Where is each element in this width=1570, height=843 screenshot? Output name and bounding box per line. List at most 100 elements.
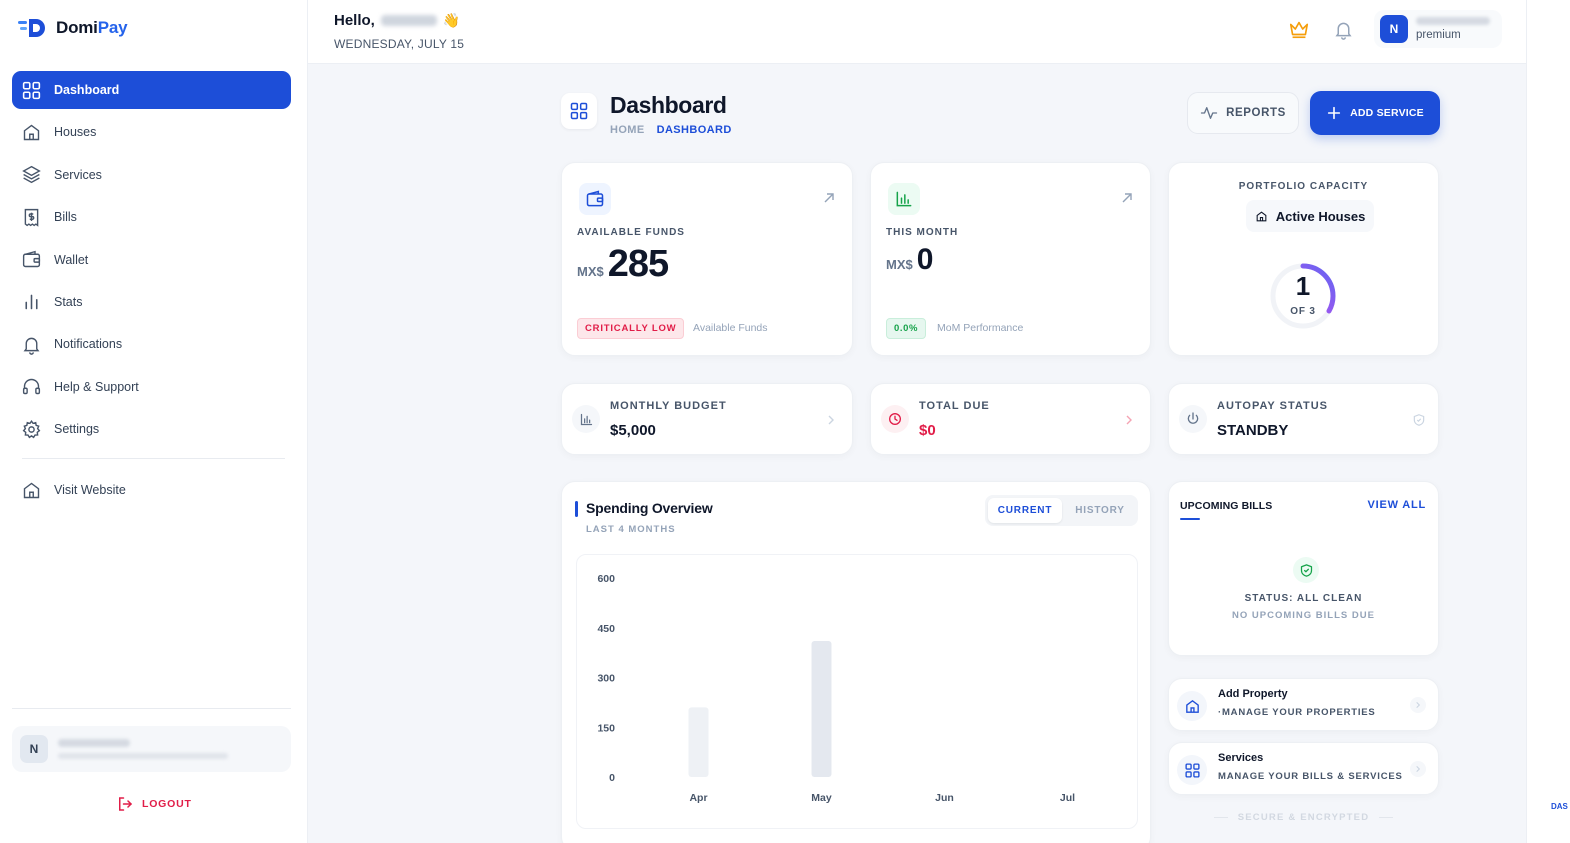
title-underline [1180, 518, 1200, 520]
visit-website-link[interactable]: Visit Website [12, 471, 291, 509]
sidebar-item-label: Notifications [54, 337, 123, 352]
breadcrumb-home[interactable]: HOME [610, 124, 645, 136]
divider [22, 458, 285, 459]
brand-name: DomiPay [56, 18, 128, 37]
sidebar: DomiPay Dashboard Houses Services Bills … [0, 0, 308, 843]
notifications-bell-icon[interactable] [1330, 16, 1356, 42]
portfolio-capacity-card: PORTFOLIO CAPACITY Active Houses 1 OF 3 [1168, 162, 1439, 356]
spending-overview-card: Spending Overview LAST 4 MONTHS CURRENT … [561, 481, 1151, 843]
sidebar-item-houses[interactable]: Houses [12, 113, 291, 151]
this-month-card[interactable]: THIS MONTH MX$ 0 0.0% MoM Performance [870, 162, 1151, 356]
sidebar-item-dashboard[interactable]: Dashboard [12, 71, 291, 109]
bell-icon [23, 337, 40, 355]
funds-value: 285 [607, 243, 669, 285]
user-info-redacted [58, 739, 228, 759]
x-tick-label: Apr [689, 792, 707, 804]
logout-button[interactable]: LOGOUT [116, 795, 192, 813]
sidebar-item-help[interactable]: Help & Support [12, 368, 291, 406]
sidebar-item-wallet[interactable]: Wallet [12, 241, 291, 279]
due-label: TOTAL DUE [919, 400, 990, 412]
x-tick-label: May [811, 792, 832, 804]
chevron-right-icon [1126, 415, 1132, 425]
services-link[interactable]: Services MANAGE YOUR BILLS & SERVICES [1168, 742, 1439, 795]
tab-history[interactable]: HISTORY [1075, 505, 1125, 516]
due-value: $0 [919, 422, 936, 439]
bar-apr[interactable] [688, 707, 709, 777]
sidebar-item-bills[interactable]: Bills [12, 198, 291, 236]
link-title: Services [1218, 752, 1264, 764]
capacity-value: 1 [1295, 271, 1311, 301]
tab-current[interactable]: CURRENT [988, 498, 1062, 523]
sidebar-nav: Dashboard Houses Services Bills Wallet S… [12, 71, 291, 453]
funds-label: AVAILABLE FUNDS [577, 227, 685, 238]
profile-info: premium [1416, 17, 1490, 41]
wave-icon: 👋 [442, 12, 461, 28]
sidebar-item-label: Wallet [54, 252, 89, 267]
activity-icon [1200, 107, 1218, 119]
user-card[interactable]: N [12, 726, 291, 772]
divider [12, 708, 291, 709]
y-tick-label: 0 [609, 772, 615, 784]
sidebar-item-label: Stats [54, 294, 83, 309]
breadcrumb: HOME DASHBOARD [610, 124, 732, 136]
month-amount: MX$ 0 [886, 243, 934, 277]
topbar: Hello, 👋 WEDNESDAY, JULY 15 N premium [308, 0, 1526, 64]
arrow-up-right-icon[interactable] [1121, 192, 1133, 204]
plan-label: premium [1416, 29, 1461, 41]
right-panel-edge: DAS [1526, 0, 1570, 843]
chevron-right-icon [1410, 697, 1426, 713]
logout-icon [119, 797, 133, 811]
stats-icon [25, 295, 38, 310]
headset-icon [22, 379, 41, 395]
logout-label: LOGOUT [142, 798, 192, 810]
bar-chart-icon [572, 405, 600, 433]
sidebar-item-notifications[interactable]: Notifications [12, 325, 291, 363]
sidebar-item-label: Houses [54, 125, 97, 140]
plus-icon [1327, 106, 1341, 120]
view-all-link[interactable]: VIEW ALL [1367, 499, 1426, 511]
house-icon [1256, 210, 1267, 221]
logo[interactable]: DomiPay [18, 16, 128, 40]
month-label: THIS MONTH [886, 227, 959, 238]
avatar: N [20, 735, 48, 763]
page-title: Dashboard [610, 92, 727, 118]
dashboard-icon [561, 93, 597, 129]
add-service-button[interactable]: ADD SERVICE [1310, 91, 1440, 135]
crown-icon[interactable] [1286, 16, 1312, 42]
month-value: 0 [916, 243, 934, 276]
x-tick-label: Jun [935, 792, 954, 804]
funds-note: Available Funds [693, 322, 768, 334]
total-due-card[interactable]: TOTAL DUE $0 [870, 383, 1151, 455]
budget-value: $5,000 [610, 422, 656, 439]
y-tick-label: 450 [597, 623, 615, 635]
edge-label: DAS [1551, 802, 1568, 811]
sidebar-item-label: Help & Support [54, 379, 139, 394]
autopay-status-card[interactable]: AUTOPAY STATUS STANDBY [1168, 383, 1439, 455]
profile-menu[interactable]: N premium [1374, 10, 1502, 48]
sidebar-item-stats[interactable]: Stats [12, 283, 291, 321]
house-icon [23, 482, 40, 498]
monthly-budget-card[interactable]: MONTHLY BUDGET $5,000 [561, 383, 853, 455]
chevron-right-icon [1410, 761, 1426, 777]
bar-may[interactable] [811, 641, 832, 777]
critically-low-badge: CRITICALLY LOW [577, 318, 685, 339]
y-tick-label: 600 [597, 573, 615, 585]
add-service-label: ADD SERVICE [1350, 107, 1424, 119]
sidebar-item-label: Bills [54, 210, 77, 225]
topbar-actions: N premium [1286, 10, 1502, 48]
reports-label: REPORTS [1226, 107, 1286, 119]
logo-icon [18, 19, 45, 37]
add-property-link[interactable]: Add Property ·MANAGE YOUR PROPERTIES [1168, 678, 1439, 731]
link-subtitle: MANAGE YOUR BILLS & SERVICES [1218, 771, 1403, 782]
house-icon [23, 124, 40, 141]
sidebar-item-services[interactable]: Services [12, 156, 291, 194]
active-houses-pill[interactable]: Active Houses [1246, 200, 1374, 232]
bills-empty-text: NO UPCOMING BILLS DUE [1232, 610, 1375, 621]
arrow-up-right-icon[interactable] [823, 192, 835, 204]
available-funds-card[interactable]: AVAILABLE FUNDS MX$ 285 CRITICALLY LOW A… [561, 162, 853, 356]
reports-button[interactable]: REPORTS [1187, 92, 1299, 134]
grid-icon [1177, 755, 1207, 785]
sidebar-item-settings[interactable]: Settings [12, 410, 291, 448]
avatar: N [1380, 15, 1408, 43]
shield-check-icon [1293, 557, 1319, 583]
